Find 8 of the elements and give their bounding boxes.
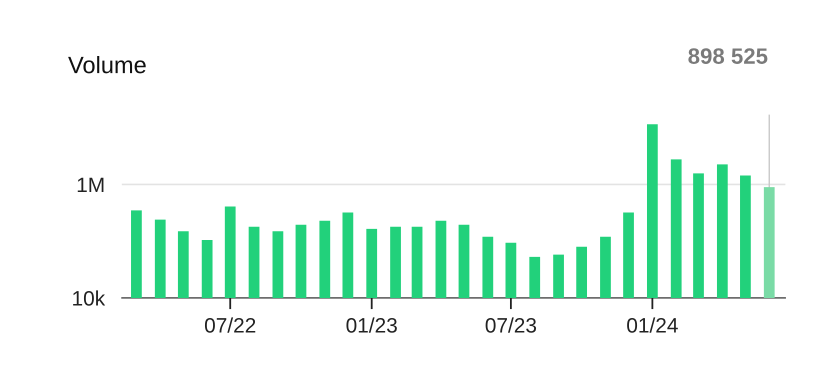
- y-tick-label: 10k: [73, 290, 106, 306]
- y-tick-label: 1M: [78, 178, 104, 192]
- chart-title: Volume: [68, 56, 146, 74]
- x-tick-label: 07/23: [486, 317, 536, 333]
- x-tick-label: 07/22: [204, 317, 256, 333]
- x-tick-label: 01/23: [346, 317, 397, 333]
- text: 898 525: [688, 48, 768, 64]
- x-tick-label: 01/24: [627, 317, 678, 333]
